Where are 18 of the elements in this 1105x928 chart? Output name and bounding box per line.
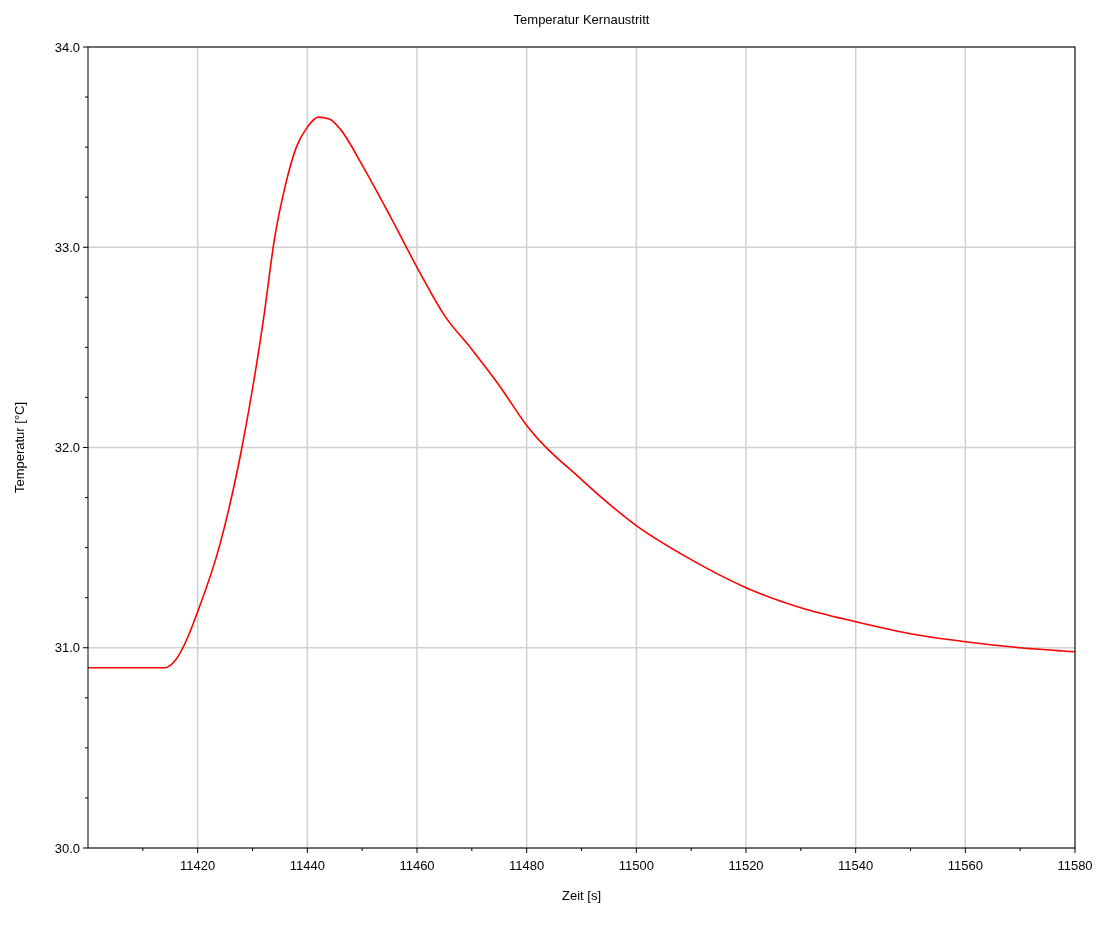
x-tick-label: 11440 (289, 858, 325, 873)
y-tick-label: 33.0 (54, 239, 80, 255)
x-tick-label: 11580 (1057, 858, 1093, 873)
y-tick-label: 30.0 (54, 840, 80, 856)
x-tick-label: 11500 (618, 858, 654, 873)
x-tick-label: 11460 (399, 858, 435, 873)
x-tick-label: 11540 (838, 858, 874, 873)
y-tick-label: 31.0 (54, 640, 80, 656)
y-tick-label: 32.0 (54, 440, 80, 456)
x-tick-label: 11520 (728, 858, 764, 873)
x-tick-label: 11420 (180, 858, 216, 873)
chart-title: Temperatur Kernaustritt (513, 12, 650, 27)
x-tick-label: 11560 (947, 858, 983, 873)
line-series (88, 116, 1075, 669)
y-axis-title: Temperatur [°C] (12, 401, 27, 494)
x-axis-title: Zeit [s] (561, 888, 602, 903)
x-tick-label: 11480 (509, 858, 545, 873)
y-tick-label: 34.0 (54, 39, 80, 55)
